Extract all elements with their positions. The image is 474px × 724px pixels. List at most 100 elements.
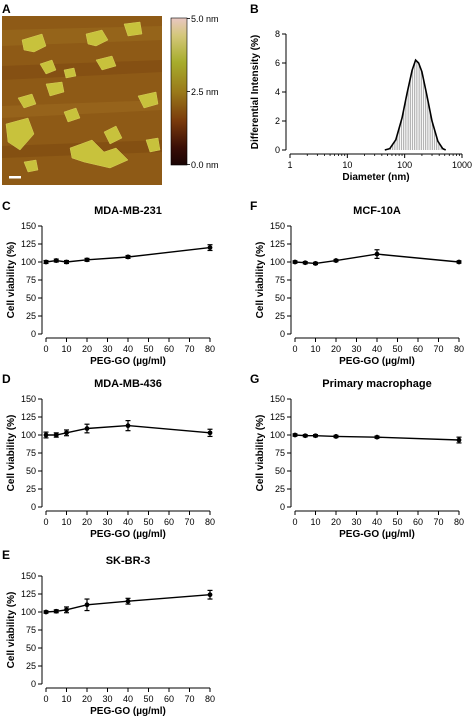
x-tick-label: 20 [82,517,92,527]
x-tick-label: 10 [310,517,320,527]
data-point [64,259,69,265]
y-tick-label: 0 [275,145,280,155]
x-axis-label: Diameter (nm) [342,172,409,183]
data-point [125,423,131,429]
data-point [313,433,318,439]
x-tick-label: 60 [164,344,174,354]
y-axis-label: Cell viability (%) [6,592,17,669]
panel-label-d: D [2,372,11,386]
data-point [333,434,339,439]
x-tick-label: 60 [164,694,174,704]
axes [41,399,210,512]
data-point [53,432,59,438]
y-tick-label: 2 [275,116,280,126]
y-tick-label: 0 [31,502,36,512]
x-tick-label: 70 [433,344,443,354]
y-tick-label: 100 [21,257,36,267]
x-tick-label: 80 [454,344,464,354]
x-tick-label: 60 [413,517,423,527]
chart-panel-d: D MDA-MB-436 0 25 50 75 100 125 150 0 10 20 30 40 50 60… [2,372,215,540]
colorbar-tick-label: 2.5 nm [191,87,219,97]
data-point [84,257,90,263]
data-point [207,430,213,436]
data-point [302,260,308,266]
data-point [207,245,213,251]
y-tick-label: 25 [275,311,285,321]
x-tick-label: 20 [82,694,92,704]
panel-label-f: F [250,199,257,213]
axes [41,576,210,689]
x-tick-label: 80 [205,517,215,527]
x-tick-label: 50 [392,344,402,354]
axes [41,226,210,339]
y-tick-label: 50 [275,293,285,303]
colorbar-tick-label: 0.0 nm [191,160,219,170]
y-tick-label: 0 [31,329,36,339]
data-point [125,254,131,260]
data-point [302,433,308,439]
y-axis-label: Differential Intensity (%) [250,35,261,149]
x-tick-label: 70 [433,517,443,527]
x-tick-label: 30 [102,344,112,354]
x-tick-label: 0 [43,517,48,527]
x-tick-label: 80 [205,344,215,354]
x-axis-label: PEG-GO (µg/ml) [90,356,166,367]
data-point [84,602,90,608]
y-tick-label: 50 [26,643,36,653]
chart-title: MDA-MB-231 [94,205,162,217]
x-tick-label: 30 [102,694,112,704]
y-tick-label: 75 [26,448,36,458]
x-tick-label: 50 [392,517,402,527]
x-tick-label: 10 [61,344,71,354]
y-tick-label: 50 [26,466,36,476]
x-axis-label: PEG-GO (µg/ml) [339,529,415,540]
colorbar [170,17,188,166]
afm-image [2,16,162,185]
panel-label-g: G [250,372,259,386]
x-tick-label: 20 [331,517,341,527]
x-tick-label: 60 [164,517,174,527]
y-tick-label: 0 [280,502,285,512]
data-point [43,432,49,438]
data-point [207,592,213,598]
y-tick-label: 75 [275,275,285,285]
x-tick-label: 80 [454,517,464,527]
data-point [374,434,380,440]
x-tick-label: 20 [82,344,92,354]
data-point [64,607,69,613]
scale-bar [9,176,21,179]
y-tick-label: 125 [270,239,285,249]
x-axis-label: PEG-GO (µg/ml) [90,529,166,540]
data-point [64,430,69,436]
y-tick-label: 25 [26,311,36,321]
y-axis-label: Cell viability (%) [255,415,266,492]
x-tick-label: 30 [102,517,112,527]
y-tick-label: 125 [21,239,36,249]
x-tick-label: 20 [331,344,341,354]
y-axis-label: Cell viability (%) [6,242,17,319]
data-point [374,251,380,257]
x-tick-label: 70 [184,517,194,527]
x-tick-label: 1000 [452,160,472,170]
x-axis-label: PEG-GO (µg/ml) [90,706,166,717]
y-tick-label: 0 [280,329,285,339]
y-axis-label: Cell viability (%) [255,242,266,319]
distribution-curve [384,58,447,151]
panel-label-c: C [2,199,11,213]
afm-panel: A [2,2,219,185]
y-tick-label: 75 [275,448,285,458]
chart-title: Primary macrophage [322,378,431,390]
chart-panel-e: E SK-BR-3 0 25 50 75 100 125 150 0 10 20 30 40 50 60 70 8… [2,548,215,717]
y-tick-label: 75 [26,625,36,635]
panel-label-a: A [2,2,11,16]
y-axis-label: Cell viability (%) [6,415,17,492]
chart-panel-c: C MDA-MB-231 0 25 50 75 100 125 150 0 10 20 30 40 50 60… [2,199,215,367]
y-tick-label: 25 [275,484,285,494]
panel-label-e: E [2,548,10,562]
y-tick-label: 125 [270,412,285,422]
x-tick-label: 10 [61,694,71,704]
data-point [43,609,49,615]
data-point [313,261,318,266]
